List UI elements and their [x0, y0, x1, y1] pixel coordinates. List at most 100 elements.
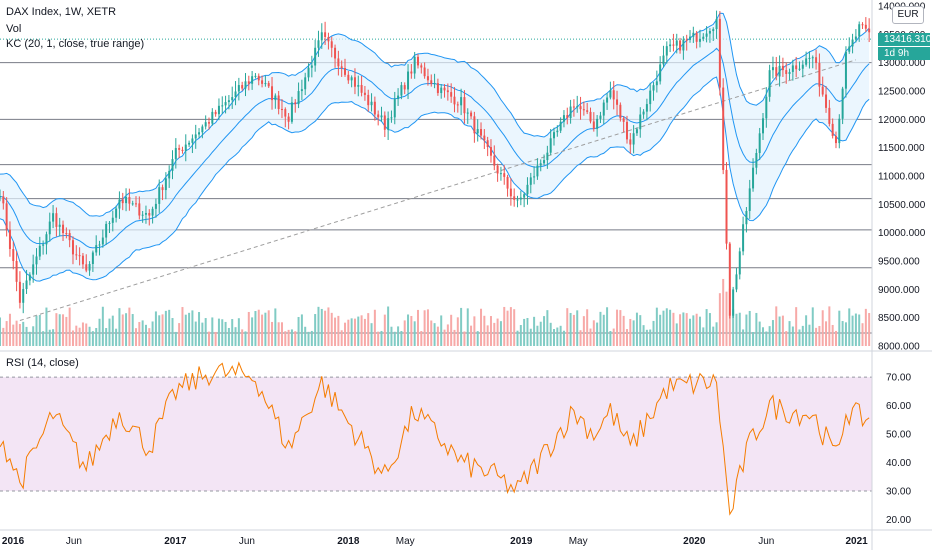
candle-body: [473, 116, 476, 134]
volume-bar: [815, 327, 818, 346]
rsi-tick-label: 30.00: [886, 486, 911, 497]
candle: [503, 165, 506, 185]
candle-body: [831, 123, 834, 137]
candle: [752, 158, 755, 192]
candle-body: [65, 233, 68, 235]
currency-button[interactable]: EUR: [892, 6, 924, 24]
candle-body: [277, 95, 280, 110]
candle-body: [606, 97, 609, 103]
candle: [227, 95, 230, 110]
volume-bar: [178, 323, 181, 346]
candle-body: [692, 32, 695, 37]
candle: [324, 21, 327, 45]
candle-body: [433, 83, 436, 85]
volume-bar: [682, 312, 685, 346]
candle-body: [55, 213, 58, 227]
candle-body: [397, 95, 400, 100]
candle: [25, 269, 28, 294]
candle-body: [95, 245, 98, 253]
volume-bar: [745, 314, 748, 346]
volume-bar: [334, 317, 337, 346]
candle-body: [735, 274, 738, 290]
candle-body: [672, 44, 675, 46]
volume-bar: [801, 325, 804, 346]
volume-bar: [22, 321, 25, 346]
candle: [191, 134, 194, 154]
candle: [433, 73, 436, 89]
candle-body: [22, 289, 25, 303]
candle: [42, 240, 45, 255]
candle: [579, 96, 582, 120]
candle-body: [400, 85, 403, 96]
candle: [91, 250, 94, 272]
candle: [314, 39, 317, 72]
volume-bar: [98, 318, 101, 346]
candle-body: [244, 81, 247, 89]
candle: [815, 49, 818, 70]
candle: [748, 179, 751, 219]
volume-bar: [619, 310, 622, 346]
volume-bar: [410, 315, 413, 346]
candle: [35, 248, 38, 275]
volume-bar: [675, 323, 678, 346]
candle-body: [722, 87, 725, 170]
volume-bar: [493, 322, 496, 346]
last-price-tag: 13416.310: [878, 33, 931, 47]
candle: [798, 61, 801, 71]
volume-bar: [144, 324, 147, 346]
candle-body: [559, 121, 562, 131]
candle: [732, 286, 735, 318]
volume-bar: [138, 321, 141, 346]
candle: [18, 271, 21, 309]
volume-bar: [416, 309, 419, 346]
candle-body: [728, 243, 731, 316]
candle-body: [616, 99, 619, 105]
candle: [98, 240, 101, 256]
volume-bar: [549, 322, 552, 346]
countdown-tag: 1d 9h: [878, 47, 930, 61]
volume-legend: Vol: [6, 23, 22, 35]
time-tick-label: 2019: [510, 536, 533, 547]
candle: [400, 81, 403, 100]
volume-bar: [370, 323, 373, 346]
rsi-line: [0, 361, 870, 516]
candle: [745, 207, 748, 233]
candle: [71, 236, 74, 265]
volume-bar: [579, 330, 582, 346]
candle: [65, 227, 68, 239]
candle-body: [171, 159, 174, 171]
candle-body: [320, 32, 323, 41]
volume-bar: [151, 321, 154, 346]
candle-body: [75, 254, 78, 256]
candle-body: [207, 122, 210, 124]
volume-bar: [390, 326, 393, 346]
volume-bar: [642, 325, 645, 346]
volume-bar: [5, 321, 8, 346]
candle-body: [655, 81, 658, 86]
volume-bar: [848, 308, 851, 346]
candle: [178, 144, 181, 159]
candle-body: [184, 144, 187, 151]
candle-body: [622, 118, 625, 122]
volume-bar: [141, 320, 144, 346]
volume-bar: [115, 328, 118, 346]
volume-bar: [287, 329, 290, 346]
volume-bar: [340, 330, 343, 346]
candle-body: [781, 65, 784, 71]
candle: [207, 117, 210, 130]
candle: [171, 150, 174, 180]
candle-body: [821, 86, 824, 95]
candle-body: [695, 32, 698, 42]
candle-body: [28, 274, 31, 281]
candle-body: [868, 28, 871, 33]
candle-body: [844, 51, 847, 89]
candle: [536, 158, 539, 180]
volume-bar: [310, 330, 313, 346]
candle: [357, 75, 360, 97]
volume-bar: [294, 331, 297, 346]
candle-body: [135, 203, 138, 205]
candle-body: [489, 147, 492, 156]
candle: [632, 125, 635, 154]
